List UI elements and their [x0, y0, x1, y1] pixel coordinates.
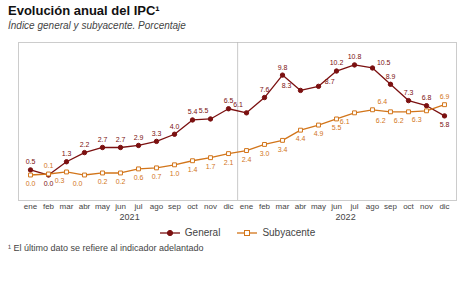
- svg-text:5.5: 5.5: [199, 107, 209, 114]
- svg-text:5.4: 5.4: [188, 108, 198, 115]
- svg-text:abr: abr: [295, 202, 307, 211]
- svg-text:ene: ene: [24, 202, 38, 211]
- svg-text:4.9: 4.9: [314, 130, 324, 137]
- svg-text:jun: jun: [330, 202, 342, 211]
- svg-text:0.5: 0.5: [26, 158, 36, 165]
- svg-text:6.4: 6.4: [377, 98, 387, 105]
- svg-text:2022: 2022: [336, 212, 356, 222]
- svg-text:0.2: 0.2: [98, 178, 108, 185]
- svg-text:5.5: 5.5: [332, 124, 342, 131]
- svg-text:2021: 2021: [120, 212, 140, 222]
- svg-text:4.0: 4.0: [170, 123, 180, 130]
- svg-text:10.8: 10.8: [348, 53, 362, 60]
- svg-text:mar: mar: [276, 202, 290, 211]
- svg-text:0.0: 0.0: [44, 180, 54, 187]
- svg-text:8.7: 8.7: [325, 78, 335, 85]
- svg-text:8.3: 8.3: [282, 82, 292, 89]
- svg-text:feb: feb: [43, 202, 55, 211]
- svg-text:2.7: 2.7: [116, 136, 126, 143]
- svg-text:3.4: 3.4: [278, 146, 288, 153]
- svg-text:5.8: 5.8: [440, 121, 450, 128]
- svg-text:dic: dic: [439, 202, 449, 211]
- svg-text:2.4: 2.4: [242, 156, 252, 163]
- svg-text:ene: ene: [240, 202, 254, 211]
- svg-text:6.1: 6.1: [340, 118, 350, 125]
- svg-text:nov: nov: [204, 202, 217, 211]
- svg-text:1.4: 1.4: [188, 166, 198, 173]
- svg-text:nov: nov: [420, 202, 433, 211]
- svg-text:jun: jun: [114, 202, 126, 211]
- svg-text:ago: ago: [150, 202, 164, 211]
- svg-text:0.7: 0.7: [152, 173, 162, 180]
- svg-text:sep: sep: [384, 202, 397, 211]
- svg-text:4.4: 4.4: [296, 135, 306, 142]
- svg-text:8.9: 8.9: [386, 73, 396, 80]
- svg-text:jul: jul: [133, 202, 142, 211]
- svg-text:2.7: 2.7: [98, 136, 108, 143]
- html-text:¹ El último dato se refiere al: ¹ El último dato se refiere al indicador…: [8, 243, 204, 253]
- svg-text:6.8: 6.8: [422, 94, 432, 101]
- svg-text:0.2: 0.2: [116, 178, 126, 185]
- html-text:Subyacente: Subyacente: [262, 227, 316, 238]
- svg-text:0.6: 0.6: [134, 174, 144, 181]
- svg-text:mar: mar: [60, 202, 74, 211]
- svg-text:6.1: 6.1: [233, 101, 243, 108]
- svg-text:6.2: 6.2: [394, 117, 404, 124]
- svg-text:3.3: 3.3: [152, 130, 162, 137]
- svg-text:1.7: 1.7: [206, 163, 216, 170]
- svg-text:0.1: 0.1: [44, 162, 54, 169]
- svg-text:7.6: 7.6: [260, 86, 270, 93]
- svg-text:0.3: 0.3: [55, 177, 65, 184]
- svg-text:10.2: 10.2: [330, 59, 344, 66]
- svg-text:6.9: 6.9: [440, 93, 450, 100]
- svg-text:9.8: 9.8: [278, 64, 288, 71]
- svg-text:may: may: [95, 202, 110, 211]
- svg-text:2.2: 2.2: [80, 141, 90, 148]
- svg-text:oct: oct: [403, 202, 414, 211]
- svg-text:3.0: 3.0: [260, 150, 270, 157]
- html-text:General: General: [184, 227, 221, 238]
- svg-text:ago: ago: [366, 202, 380, 211]
- svg-text:10.5: 10.5: [377, 59, 391, 66]
- svg-text:2.9: 2.9: [134, 134, 144, 141]
- svg-text:may: may: [311, 202, 326, 211]
- html-text:Evolución anual del IPC¹: Evolución anual del IPC¹: [8, 3, 160, 18]
- svg-text:7.3: 7.3: [404, 89, 414, 96]
- html-text:Índice general y subyacente. P: Índice general y subyacente. Porcentaje: [8, 20, 186, 31]
- svg-text:1.3: 1.3: [62, 150, 72, 157]
- svg-text:feb: feb: [259, 202, 271, 211]
- svg-text:0.0: 0.0: [73, 180, 83, 187]
- svg-text:6.3: 6.3: [412, 116, 422, 123]
- svg-text:6.5: 6.5: [224, 97, 234, 104]
- svg-text:6.2: 6.2: [376, 117, 386, 124]
- svg-text:2.1: 2.1: [224, 159, 234, 166]
- svg-text:dic: dic: [223, 202, 233, 211]
- svg-text:sep: sep: [168, 202, 181, 211]
- svg-text:0.0: 0.0: [26, 180, 36, 187]
- svg-text:abr: abr: [79, 202, 91, 211]
- svg-text:jul: jul: [349, 202, 358, 211]
- svg-text:1.0: 1.0: [170, 170, 180, 177]
- svg-text:oct: oct: [187, 202, 198, 211]
